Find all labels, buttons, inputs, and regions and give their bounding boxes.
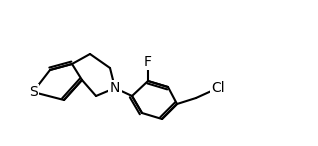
Text: N: N xyxy=(110,81,120,95)
Text: F: F xyxy=(144,55,152,69)
Text: S: S xyxy=(29,85,38,99)
Text: Cl: Cl xyxy=(211,81,225,95)
